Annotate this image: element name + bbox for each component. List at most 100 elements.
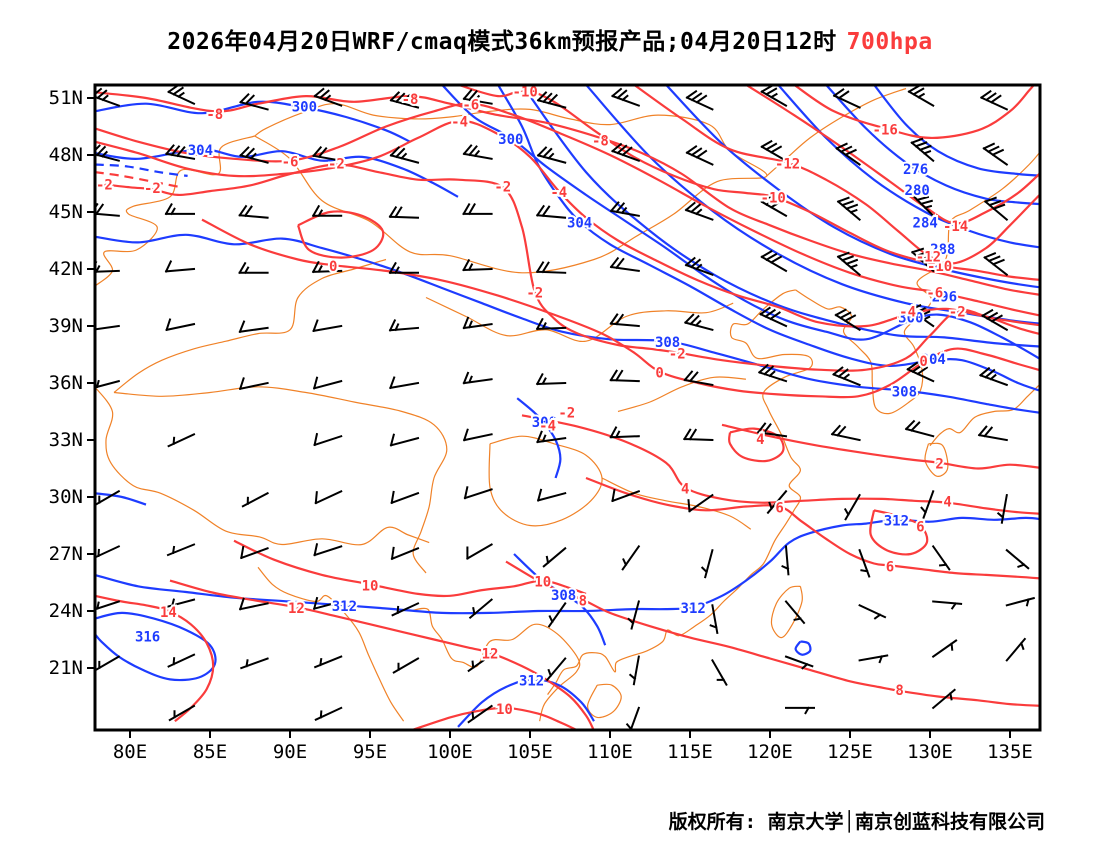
wind-barb [683, 370, 714, 387]
lon-tick-label: 125E [827, 741, 873, 763]
height-contour-label: 300 [898, 310, 923, 326]
height-contour [825, 85, 1040, 206]
wind-barb [766, 489, 788, 515]
lat-tick-label: 30N [49, 486, 83, 508]
wind-barb [611, 87, 641, 107]
wind-barb [834, 308, 861, 332]
lon-tick-label: 100E [427, 741, 473, 763]
wind-barb [95, 600, 121, 611]
temp-contour-label: 0 [655, 366, 663, 382]
height-contour-label: 312 [884, 514, 909, 530]
temp-contour [233, 539, 587, 598]
temp-contour-label: 0 [329, 259, 337, 275]
wind-barb [390, 490, 420, 505]
wind-barb [95, 545, 121, 559]
height-contour [585, 85, 1040, 325]
wind-barb [609, 256, 640, 273]
wind-barb [687, 493, 714, 513]
temp-contour [95, 594, 215, 723]
page-title: 2026年04月20日WRF/cmaq模式36km预报产品;04月20日12时 7… [0, 22, 1100, 56]
wind-barb [1005, 637, 1027, 662]
wind-barb [908, 303, 935, 328]
wind-barb [466, 543, 493, 560]
wind-barb [312, 145, 343, 162]
wind-barb [311, 260, 343, 274]
height-contour-label: 300 [292, 100, 317, 116]
temp-contour [633, 85, 1040, 265]
geo-boundary [617, 376, 747, 413]
temp-contour-label: 10 [362, 578, 379, 594]
wind-barb [611, 142, 641, 162]
wind-barb [611, 488, 641, 503]
wind-barb [313, 655, 343, 669]
temp-contour-label: -16 [873, 122, 898, 138]
temp-contour-label: 8 [895, 683, 903, 699]
geo-boundary [929, 383, 1040, 447]
temp-contour-label: 10 [496, 702, 513, 718]
lat-tick-label: 42N [49, 258, 83, 280]
height-contour-label: 304 [921, 352, 946, 368]
wind-barb [979, 366, 1009, 387]
wind-barb [389, 376, 420, 390]
wind-barb [241, 491, 269, 508]
temp-contour-label: 6 [775, 500, 783, 516]
wind-barb [462, 203, 493, 216]
wind-barb [536, 488, 567, 502]
wind-barb [920, 490, 935, 519]
wind-barb [388, 319, 420, 332]
lon-tick-label: 90E [273, 741, 307, 763]
wind-barb [760, 85, 788, 107]
temp-contour-label: -12 [775, 157, 800, 173]
wind-barb [911, 191, 935, 218]
temp-contour [869, 509, 929, 556]
wind-barb [760, 194, 788, 218]
wind-barb [830, 424, 861, 442]
temp-contour-label: -6 [926, 286, 943, 302]
wind-barb [238, 261, 269, 275]
wind-barb [462, 258, 493, 272]
wind-barb [240, 657, 269, 670]
lon-tick-label: 120E [747, 741, 793, 763]
title-pressure-level: 700hpa [846, 29, 933, 55]
wind-barb [858, 654, 889, 664]
lat-tick-label: 48N [49, 144, 83, 166]
geo-boundary [586, 683, 622, 719]
geo-boundary [488, 435, 603, 527]
lat-tick-label: 27N [49, 543, 83, 565]
wind-barb [906, 361, 935, 383]
wind-barb [314, 706, 343, 722]
wind-barb [982, 142, 1009, 166]
height-contour [95, 233, 1040, 414]
wind-barb [164, 144, 196, 160]
temp-contour-label: 12 [482, 647, 499, 663]
wind-barb [313, 432, 343, 447]
wind-barb [545, 657, 567, 682]
temp-contour-label: 8 [579, 594, 587, 610]
wind-barb [609, 369, 640, 383]
contour-labels: 2762802842882963003003003043043043083083… [95, 85, 970, 720]
wind-barb [760, 139, 788, 163]
wind-barb [700, 548, 714, 579]
temp-contour-label: -2 [526, 286, 543, 302]
temp-contour [95, 119, 1040, 328]
wind-barb [781, 545, 790, 576]
wind-barb [463, 486, 493, 500]
wind-barb [832, 88, 861, 109]
temp-contour-label: -8 [592, 134, 609, 150]
wind-barb [996, 493, 1008, 524]
temp-contour [793, 85, 1035, 140]
wind-barb [468, 598, 494, 620]
temp-contour-label: -2 [144, 181, 161, 197]
wind-barb [313, 543, 343, 557]
geo-boundary [601, 477, 752, 530]
wind-barb [238, 377, 269, 391]
height-contour-label: 280 [905, 183, 930, 199]
wind-barb [95, 489, 121, 507]
temp-contour-label: -6 [282, 155, 299, 171]
lon-tick-label: 135E [987, 741, 1033, 763]
wind-barb [536, 430, 567, 444]
height-contour-label: 308 [532, 415, 557, 431]
temp-contour-label: -12 [916, 250, 941, 266]
wind-barb [389, 433, 420, 447]
